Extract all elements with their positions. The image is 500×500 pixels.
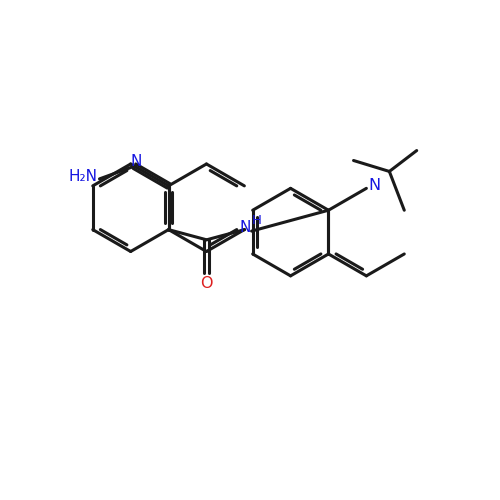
- Text: N: N: [368, 178, 380, 194]
- Text: H₂N: H₂N: [68, 169, 97, 184]
- Text: N: N: [240, 220, 252, 235]
- Text: N: N: [131, 154, 142, 168]
- Text: O: O: [200, 276, 213, 291]
- Text: H: H: [252, 214, 262, 227]
